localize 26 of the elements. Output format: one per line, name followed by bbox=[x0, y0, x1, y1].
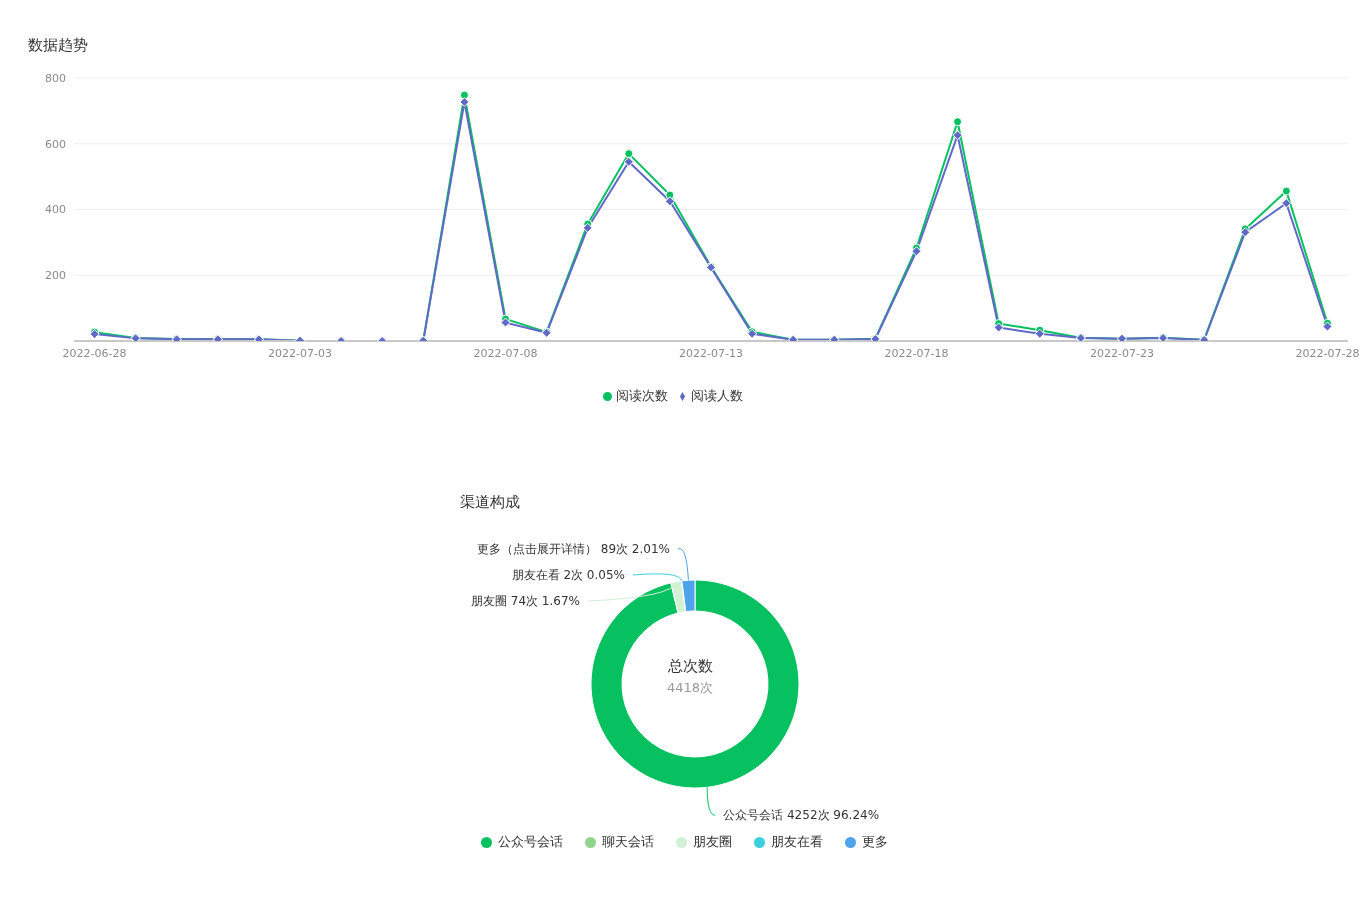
y-tick-label: 200 bbox=[45, 269, 66, 283]
x-tick-label: 2022-07-03 bbox=[268, 346, 332, 360]
y-tick-label: 800 bbox=[45, 71, 66, 85]
data-label: 更多（点击展开详情） 89次 2.01% bbox=[476, 542, 670, 556]
legend-label: 阅读人数 bbox=[691, 388, 743, 403]
data-label: 朋友在看 2次 0.05% bbox=[511, 568, 625, 582]
text: 总次数 bbox=[666, 657, 714, 676]
chart-title: 数据趋势 bbox=[28, 36, 89, 56]
y-tick-label: 600 bbox=[45, 137, 66, 151]
legend-label: 朋友圈 bbox=[691, 833, 732, 851]
legend-label: 公众号会话 bbox=[496, 833, 563, 851]
data-label: 公众号会话 4252次 96.24% bbox=[723, 808, 880, 823]
chart-title: 渠道构成 bbox=[460, 493, 520, 513]
y-tick-label: 400 bbox=[45, 203, 66, 217]
x-tick-label: 2022-07-28 bbox=[1295, 346, 1360, 360]
text: 4418次 bbox=[665, 679, 715, 697]
x-tick-label: 2022-06-28 bbox=[62, 346, 127, 360]
x-tick-label: 2022-07-23 bbox=[1090, 346, 1154, 360]
x-tick-label: 2022-07-18 bbox=[884, 346, 949, 360]
x-tick-label: 2022-07-08 bbox=[473, 346, 538, 360]
x-tick-label: 2022-07-13 bbox=[679, 346, 743, 360]
data-label: 朋友圈 74次 1.67% bbox=[470, 594, 580, 608]
legend-label: 阅读次数 bbox=[616, 388, 668, 403]
legend-label: 朋友在看 bbox=[769, 833, 823, 851]
legend-label: 聊天会话 bbox=[600, 833, 654, 851]
legend-label: 更多 bbox=[860, 833, 888, 851]
